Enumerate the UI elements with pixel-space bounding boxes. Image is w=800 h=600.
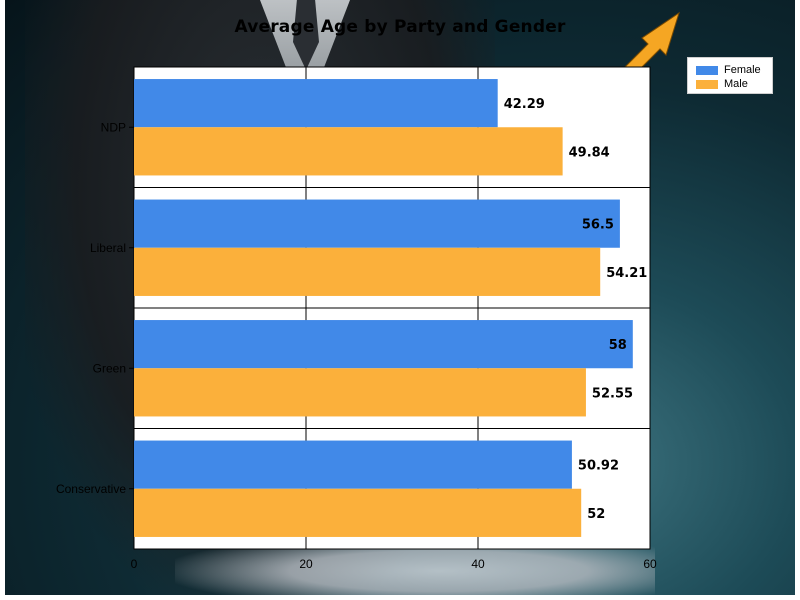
data-label: 52	[587, 507, 605, 522]
data-label: 58	[609, 338, 627, 353]
y-tick-label-green: Green	[93, 361, 126, 375]
legend: Female Male	[687, 57, 773, 94]
legend-entry-male: Male	[696, 77, 772, 91]
chart-title: Average Age by Party and Gender	[234, 17, 566, 37]
data-label: 54.21	[606, 266, 647, 281]
x-axis: 0 20 40 60	[131, 557, 657, 571]
bar-male-liberal	[134, 247, 601, 296]
y-axis: NDP Liberal Green Conservative	[56, 120, 134, 496]
data-label: 52.55	[592, 386, 633, 401]
x-tick-label: 0	[131, 557, 138, 571]
legend-entry-female: Female	[696, 63, 772, 77]
legend-swatch-female	[696, 65, 718, 75]
legend-swatch-male	[696, 79, 718, 89]
bar-male-ndp	[134, 127, 563, 176]
bar-female-conservative	[134, 440, 572, 489]
bar-male-green	[134, 368, 586, 417]
data-label: 56.5	[582, 218, 614, 233]
data-labels: 42.29 49.84 56.5 54.21 58 52.55 50.92 52	[504, 97, 648, 522]
legend-label-male: Male	[724, 78, 748, 90]
x-tick-label: 60	[643, 557, 657, 571]
data-label: 49.84	[569, 145, 610, 160]
y-tick-label-conservative: Conservative	[56, 482, 126, 496]
bar-female-liberal	[134, 199, 620, 248]
x-tick-label: 40	[471, 557, 485, 571]
bar-female-ndp	[134, 79, 498, 128]
data-label: 50.92	[578, 459, 619, 474]
x-tick-label: 20	[299, 557, 313, 571]
y-tick-label-liberal: Liberal	[90, 241, 126, 255]
data-label: 42.29	[504, 97, 545, 112]
y-tick-label-ndp: NDP	[101, 120, 126, 134]
bar-female-green	[134, 320, 633, 369]
bar-male-conservative	[134, 488, 582, 537]
bars	[134, 79, 633, 537]
legend-label-female: Female	[724, 64, 761, 76]
